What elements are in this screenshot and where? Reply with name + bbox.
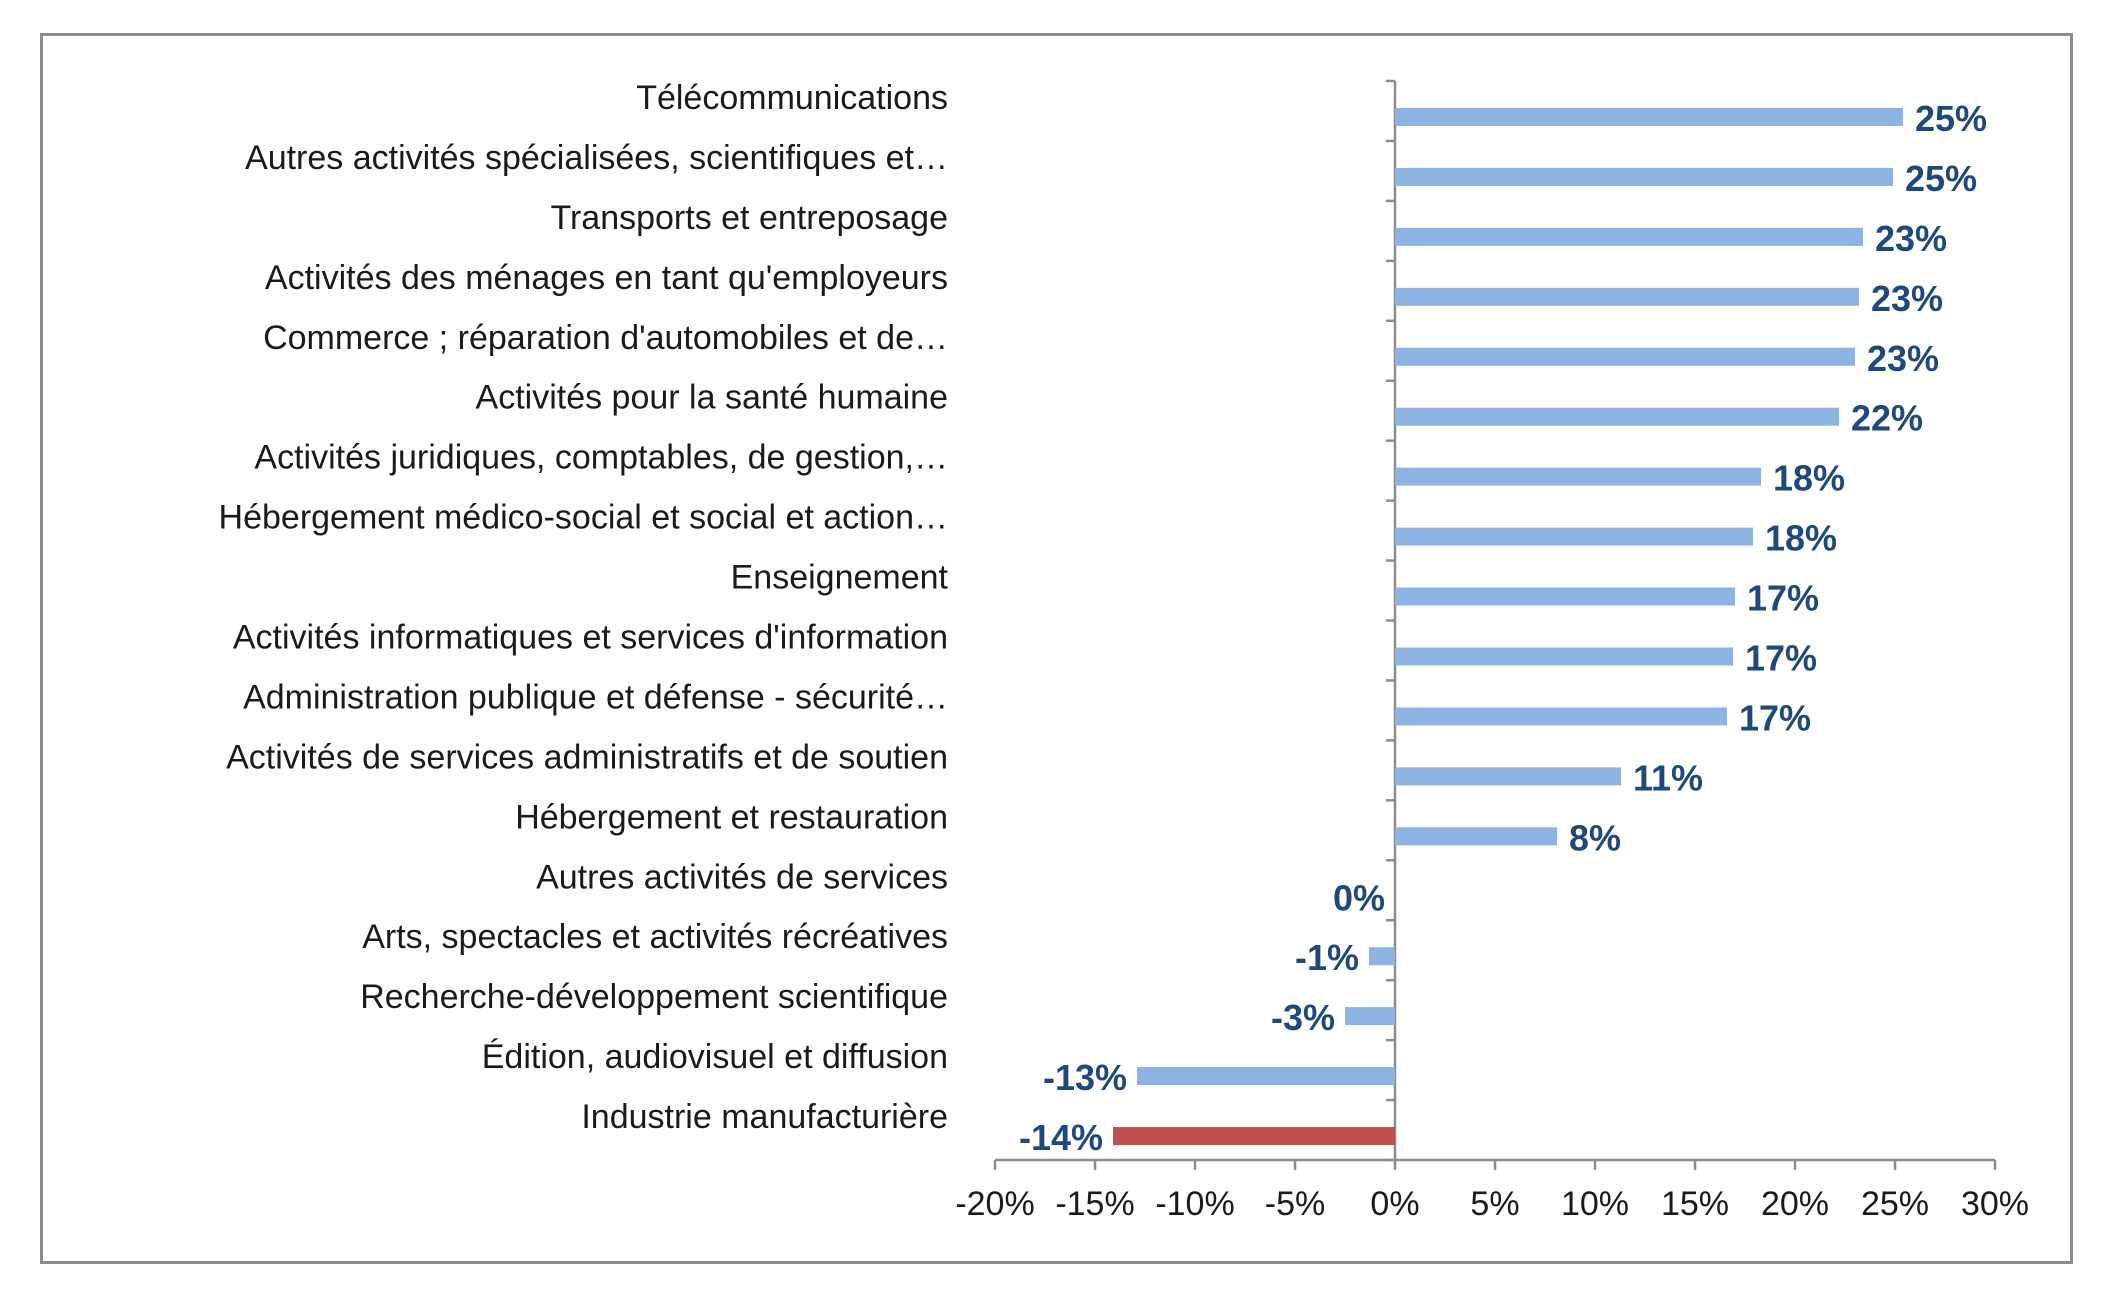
bar bbox=[1113, 1127, 1395, 1146]
data-label: 0% bbox=[1333, 877, 1385, 918]
data-label: 23% bbox=[1871, 278, 1943, 319]
category-label: Hébergement et restauration bbox=[515, 798, 948, 836]
data-label: 8% bbox=[1569, 817, 1621, 858]
x-tick-label: -10% bbox=[1155, 1185, 1234, 1223]
x-tick-label: -5% bbox=[1265, 1185, 1325, 1223]
category-label: Activités informatiques et services d'in… bbox=[233, 618, 948, 656]
category-label: Autres activités de services bbox=[536, 858, 948, 896]
x-tick-label: 5% bbox=[1470, 1185, 1519, 1223]
data-label: 11% bbox=[1633, 757, 1703, 798]
data-label: 18% bbox=[1765, 518, 1837, 559]
data-label: -13% bbox=[1043, 1057, 1127, 1098]
data-label: 25% bbox=[1915, 98, 1987, 139]
category-label: Enseignement bbox=[731, 559, 949, 597]
category-label: Télécommunications bbox=[636, 79, 948, 117]
category-label: Autres activités spécialisées, scientifi… bbox=[245, 139, 948, 177]
bar bbox=[1395, 767, 1621, 786]
bar bbox=[1395, 647, 1733, 666]
data-label: 17% bbox=[1739, 697, 1811, 738]
data-label: -3% bbox=[1271, 997, 1335, 1038]
category-label: Activités pour la santé humaine bbox=[476, 379, 948, 417]
data-label: -1% bbox=[1295, 937, 1359, 978]
bar bbox=[1345, 1007, 1395, 1026]
category-label: Activités de services administratifs et … bbox=[226, 738, 948, 776]
bar bbox=[1395, 227, 1863, 246]
category-label: Industrie manufacturière bbox=[581, 1098, 948, 1136]
bar bbox=[1137, 1067, 1395, 1086]
data-label: 23% bbox=[1875, 218, 1947, 259]
category-label: Activités des ménages en tant qu'employe… bbox=[265, 259, 948, 297]
x-tick-label: -15% bbox=[1055, 1185, 1134, 1223]
data-label: 25% bbox=[1905, 158, 1977, 199]
bar bbox=[1395, 587, 1735, 606]
bar bbox=[1369, 947, 1395, 966]
bar bbox=[1395, 467, 1761, 486]
category-label: Recherche-développement scientifique bbox=[360, 978, 948, 1016]
bar bbox=[1395, 707, 1727, 726]
x-tick-label: 30% bbox=[1961, 1185, 2029, 1223]
bar bbox=[1395, 167, 1893, 186]
category-label: Activités juridiques, comptables, de ges… bbox=[254, 439, 948, 477]
bar bbox=[1395, 827, 1557, 846]
x-tick-label: 15% bbox=[1661, 1185, 1729, 1223]
category-label: Commerce ; réparation d'automobiles et d… bbox=[263, 319, 948, 357]
bar bbox=[1395, 347, 1855, 366]
category-label: Administration publique et défense - séc… bbox=[243, 678, 948, 716]
bar bbox=[1395, 107, 1903, 126]
data-label: 17% bbox=[1745, 637, 1817, 678]
bar bbox=[1395, 527, 1753, 546]
category-label: Transports et entreposage bbox=[550, 199, 948, 237]
x-tick-label: 20% bbox=[1761, 1185, 1829, 1223]
data-label: 23% bbox=[1867, 338, 1939, 379]
bar bbox=[1395, 287, 1859, 306]
data-label: -14% bbox=[1019, 1117, 1103, 1158]
category-label: Hébergement médico-social et social et a… bbox=[219, 499, 948, 537]
x-tick-label: 25% bbox=[1861, 1185, 1929, 1223]
x-tick-label: -20% bbox=[955, 1185, 1034, 1223]
data-label: 18% bbox=[1773, 458, 1845, 499]
data-label: 17% bbox=[1747, 578, 1819, 619]
category-label: Arts, spectacles et activités récréative… bbox=[362, 918, 948, 956]
x-tick-label: 0% bbox=[1370, 1185, 1419, 1223]
category-label: Édition, audiovisuel et diffusion bbox=[482, 1038, 948, 1076]
x-tick-label: 10% bbox=[1561, 1185, 1629, 1223]
bar bbox=[1395, 407, 1839, 426]
data-label: 22% bbox=[1851, 398, 1923, 439]
